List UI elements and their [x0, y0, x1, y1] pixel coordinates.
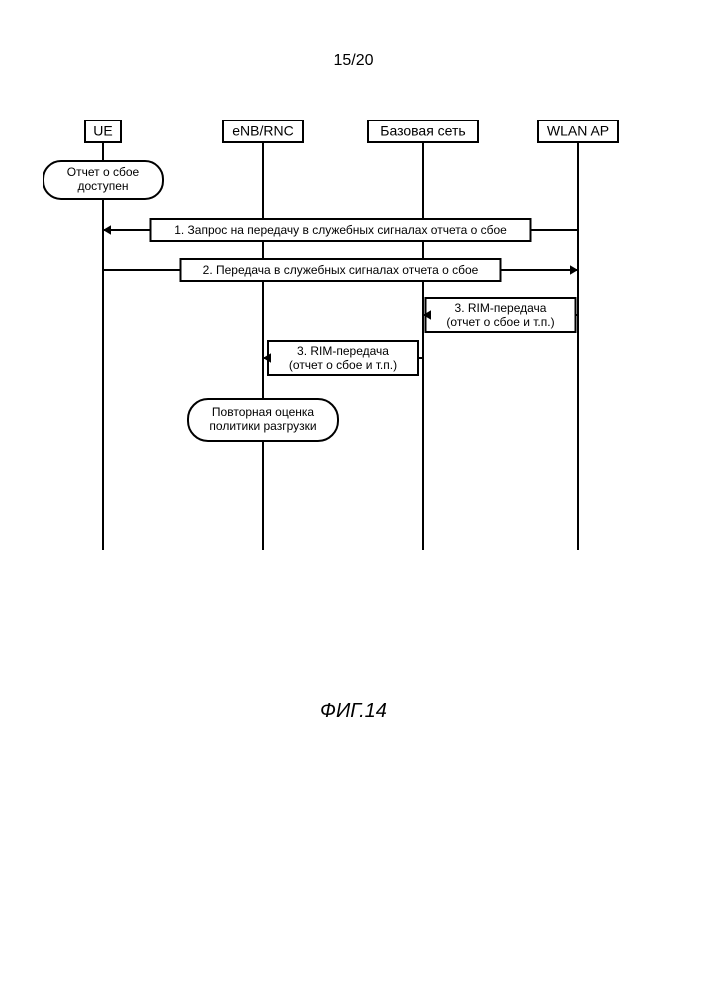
message-1: 1. Запрос на передачу в служебных сигнал… — [103, 219, 578, 241]
svg-text:3. RIM-передача: 3. RIM-передача — [455, 301, 547, 315]
sequence-diagram: UE eNB/RNC Базовая сеть WLAN AP Отчет о сбое… — [43, 120, 663, 620]
svg-text:(отчет о сбое и т.п.): (отчет о сбое и т.п.) — [446, 315, 554, 329]
bubble-0: Отчет о сбоедоступен — [43, 161, 163, 199]
svg-text:UE: UE — [93, 123, 112, 139]
svg-text:Отчет о сбое: Отчет о сбое — [67, 165, 140, 179]
lifeline-wlan: WLAN AP — [538, 120, 618, 550]
svg-text:eNB/RNC: eNB/RNC — [232, 123, 293, 139]
figure-label: ФИГ.14 — [0, 700, 707, 723]
message-2: 2. Передача в служебных сигналах отчета … — [103, 259, 578, 281]
message-4: 3. RIM-передача(отчет о сбое и т.п.) — [263, 341, 423, 375]
svg-text:1. Запрос на передачу в служеб: 1. Запрос на передачу в служебных сигнал… — [174, 223, 507, 237]
svg-text:3. RIM-передача: 3. RIM-передача — [297, 344, 389, 358]
svg-text:(отчет о сбое и т.п.): (отчет о сбое и т.п.) — [289, 358, 397, 372]
lifeline-enb: eNB/RNC — [223, 120, 303, 550]
message-3: 3. RIM-передача(отчет о сбое и т.п.) — [423, 298, 578, 332]
svg-text:2. Передача в служебных сигнал: 2. Передача в служебных сигналах отчета … — [203, 263, 479, 277]
svg-text:доступен: доступен — [77, 179, 128, 193]
svg-text:Базовая сеть: Базовая сеть — [380, 123, 465, 139]
svg-text:политики разгрузки: политики разгрузки — [209, 419, 316, 433]
page-number: 15/20 — [0, 52, 707, 70]
page-root: 15/20 UE eNB/RNC Базовая сеть WLAN AP Отчет … — [0, 0, 707, 1000]
svg-text:Повторная оценка: Повторная оценка — [212, 405, 314, 419]
lifeline-core: Базовая сеть — [368, 120, 478, 550]
bubble-5: Повторная оценкаполитики разгрузки — [188, 399, 338, 441]
svg-text:WLAN AP: WLAN AP — [547, 123, 609, 139]
